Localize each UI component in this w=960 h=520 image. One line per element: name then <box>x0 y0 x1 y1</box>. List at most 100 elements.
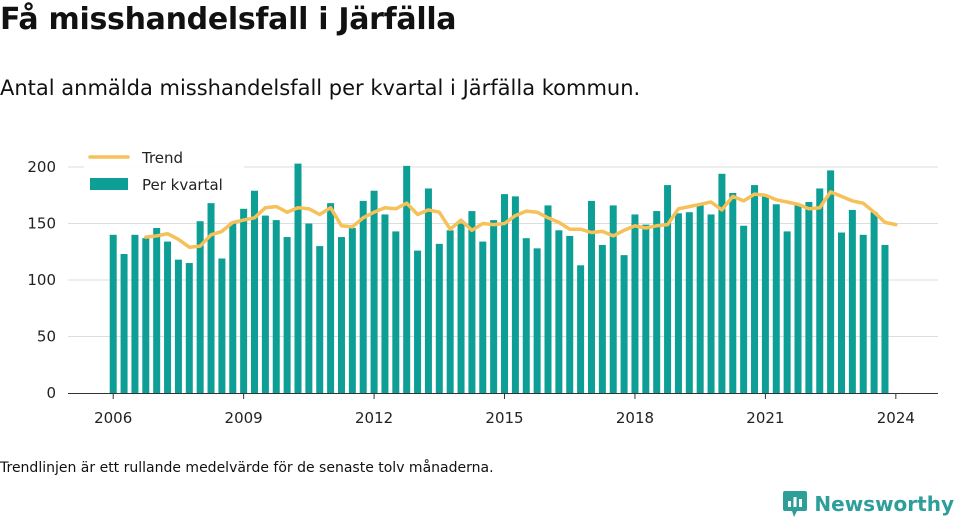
bar <box>696 204 704 393</box>
legend: Trend Per kvartal <box>84 145 244 201</box>
x-axis-ticks: 2006 2009 2012 2015 2018 2021 2024 <box>94 393 915 427</box>
bar <box>674 213 682 393</box>
bar <box>577 265 585 393</box>
bar <box>664 185 672 393</box>
bar <box>609 205 617 393</box>
bar <box>555 230 563 393</box>
bar <box>598 244 606 393</box>
bar <box>794 204 802 393</box>
bar <box>522 238 530 393</box>
bar <box>533 248 541 393</box>
bar <box>392 231 400 393</box>
bar <box>359 200 367 393</box>
bar <box>729 192 737 393</box>
bar <box>718 173 726 393</box>
bar <box>848 209 856 393</box>
bar <box>272 220 280 393</box>
chart-subtitle: Antal anmälda misshandelsfall per kvarta… <box>0 76 641 100</box>
bar <box>881 244 889 393</box>
bar <box>174 259 182 393</box>
bar <box>544 205 552 393</box>
bar <box>131 234 139 393</box>
bar <box>153 228 161 393</box>
bar <box>294 163 302 393</box>
bar <box>414 250 422 393</box>
legend-label-per-kvartal: Per kvartal <box>142 176 223 194</box>
x-tick-label: 2021 <box>746 409 784 427</box>
trend-line <box>144 190 898 249</box>
legend-background <box>84 145 244 201</box>
bar <box>468 211 476 393</box>
bar <box>196 221 204 393</box>
bar <box>283 237 291 393</box>
bar <box>870 212 878 393</box>
bar <box>261 215 269 393</box>
y-tick-label: 100 <box>27 271 56 289</box>
legend-label-trend: Trend <box>141 149 183 167</box>
bar <box>837 232 845 393</box>
bar <box>142 238 150 393</box>
bar <box>337 237 345 393</box>
y-tick-label: 150 <box>27 215 56 233</box>
bar <box>772 204 780 393</box>
bar <box>185 263 193 393</box>
bar <box>707 214 715 393</box>
bar-chart: 0 50 100 150 200 2006 2009 2012 2015 2018 2021 202… <box>27 145 938 427</box>
bar <box>620 255 628 393</box>
bar <box>327 203 335 393</box>
y-tick-label: 50 <box>37 328 56 346</box>
bar <box>653 211 661 393</box>
y-tick-label: 0 <box>46 384 56 402</box>
bar <box>490 220 498 393</box>
x-tick-label: 2018 <box>616 409 654 427</box>
bar-series <box>109 163 889 393</box>
x-tick-label: 2015 <box>485 409 523 427</box>
bar <box>457 223 465 393</box>
x-tick-label: 2024 <box>877 409 915 427</box>
bar <box>751 185 759 393</box>
bar <box>240 208 248 393</box>
bar <box>805 202 813 393</box>
bar <box>761 195 769 393</box>
bar <box>424 188 432 393</box>
bar <box>316 246 324 393</box>
brand-name: Newsworthy <box>814 492 954 516</box>
bar <box>642 224 650 393</box>
bar <box>511 196 519 393</box>
bar <box>827 170 835 393</box>
x-tick-label: 2009 <box>225 409 263 427</box>
x-tick-label: 2006 <box>94 409 132 427</box>
bar <box>446 230 454 393</box>
legend-swatch-per-kvartal <box>90 178 128 190</box>
bar <box>251 190 259 393</box>
bar-chart-speech-bubble-icon <box>783 491 808 517</box>
bar <box>218 258 226 393</box>
bar <box>501 194 509 393</box>
brand-logo[interactable]: Newsworthy <box>782 488 954 520</box>
bar <box>348 228 356 393</box>
bar <box>305 223 313 393</box>
bar <box>631 214 639 393</box>
bar <box>479 241 487 393</box>
y-tick-label: 200 <box>27 158 56 176</box>
footnote: Trendlinjen är ett rullande medelvärde f… <box>0 460 494 476</box>
x-tick-label: 2012 <box>355 409 393 427</box>
bar <box>816 188 824 393</box>
bar <box>435 243 443 393</box>
bar <box>229 222 237 393</box>
bar <box>164 241 172 393</box>
bar <box>685 212 693 393</box>
bar <box>109 234 117 393</box>
chart-title: Få misshandelsfall i Järfälla <box>0 2 457 37</box>
y-axis-ticks: 0 50 100 150 200 <box>27 158 56 402</box>
bar <box>566 235 574 393</box>
bar <box>207 203 215 393</box>
bar <box>403 165 411 393</box>
bar <box>783 231 791 393</box>
bar <box>381 214 389 393</box>
bar <box>370 190 378 393</box>
bar <box>740 225 748 393</box>
bar <box>587 200 595 393</box>
bar <box>120 254 128 393</box>
bar <box>859 234 867 393</box>
